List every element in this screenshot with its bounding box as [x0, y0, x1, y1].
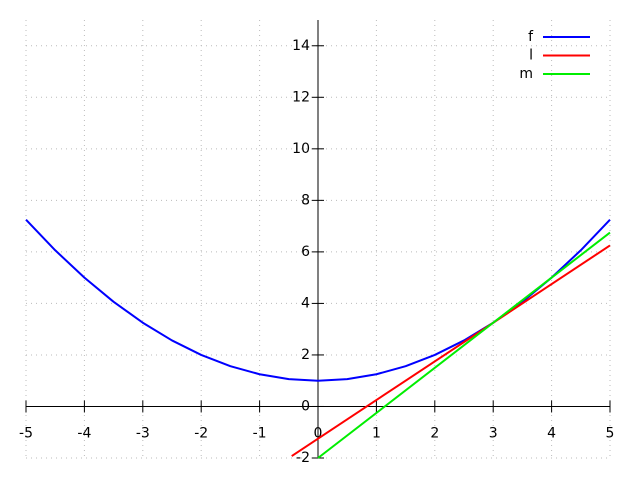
y-tick-label: 0	[301, 398, 310, 414]
x-tick-label: -3	[136, 425, 150, 441]
x-tick-label: 0	[314, 425, 323, 441]
y-tick-label: -2	[296, 450, 310, 466]
y-tick-label: 4	[301, 295, 310, 311]
y-tick-label: 14	[292, 38, 310, 54]
legend-label: m	[519, 66, 533, 82]
legend-label: f	[528, 29, 534, 45]
y-tick-label: 12	[292, 89, 310, 105]
x-tick-label: -2	[194, 425, 208, 441]
x-tick-label: 4	[547, 425, 556, 441]
y-tick-label: 6	[301, 244, 310, 260]
x-tick-label: -4	[77, 425, 91, 441]
x-tick-label: 5	[606, 425, 615, 441]
x-tick-label: -5	[19, 425, 33, 441]
y-tick-label: 10	[292, 141, 310, 157]
y-tick-label: 2	[301, 347, 310, 363]
x-tick-label: 3	[489, 425, 498, 441]
x-tick-label: 2	[430, 425, 439, 441]
x-tick-label: -1	[253, 425, 267, 441]
legend-label: l	[529, 48, 533, 64]
x-tick-label: 1	[372, 425, 381, 441]
series-line	[317, 231, 611, 459]
y-tick-label: 8	[301, 192, 310, 208]
series-line	[291, 244, 611, 457]
